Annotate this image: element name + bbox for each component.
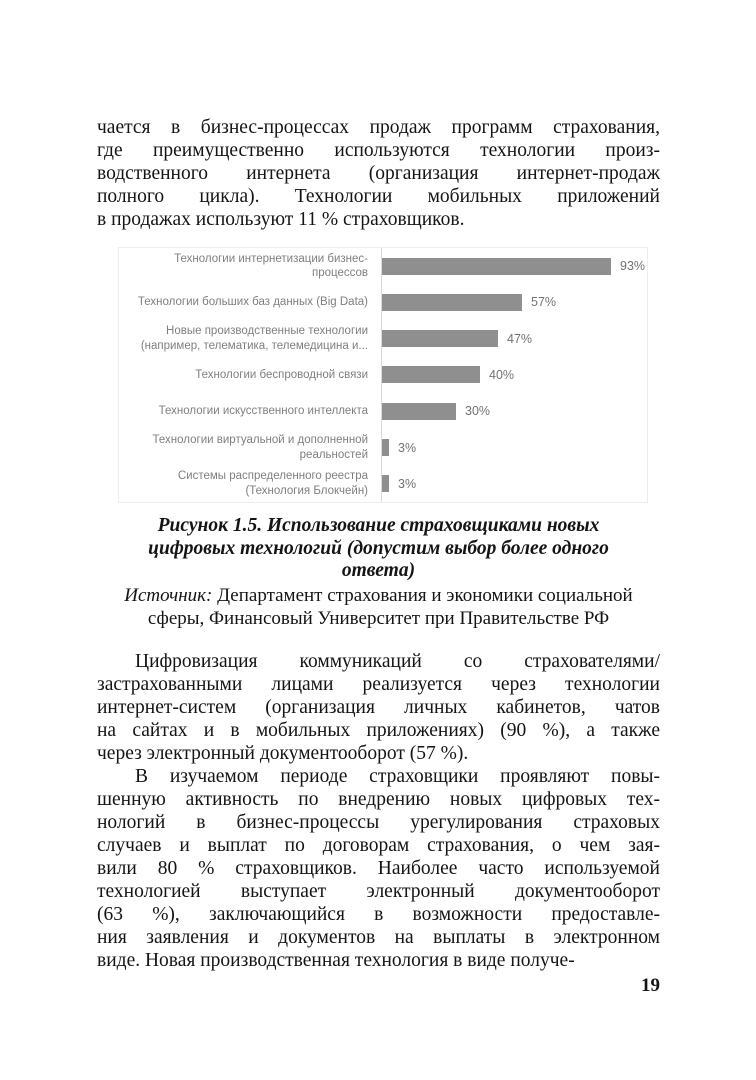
text-line: случаев и выплат по договорам страховани… bbox=[97, 834, 660, 856]
text-line: Цифровизация коммуникаций со страховател… bbox=[135, 650, 660, 672]
chart-category-label: Технологии беспроводной связи bbox=[119, 357, 381, 393]
chart-row: Технологии искусственного интеллекта 30% bbox=[119, 393, 647, 430]
chart-category-label: Новые производственные технологии (наприм… bbox=[119, 321, 381, 357]
chart-row: Новые производственные технологии (наприм… bbox=[119, 320, 647, 357]
chart-category-line: (Технология Блокчейн) bbox=[245, 484, 368, 497]
chart-bar bbox=[382, 293, 522, 311]
chart-value-label: 3% bbox=[398, 440, 417, 455]
page-number: 19 bbox=[641, 974, 660, 996]
text-line: через электронный документооборот (57 %)… bbox=[97, 742, 469, 764]
chart-value-label: 47% bbox=[507, 331, 533, 346]
chart-bar bbox=[382, 439, 389, 457]
chart-plot-area: 40% bbox=[381, 356, 647, 394]
chart-value-label: 3% bbox=[398, 476, 417, 491]
text-line: нологий в бизнес-процессы урегулирования… bbox=[97, 811, 660, 833]
chart-row: Технологии беспроводной связи 40% bbox=[119, 356, 647, 394]
text-line: В изучаемом периоде страховщики проявляю… bbox=[135, 765, 660, 787]
text-line: где преимущественно используются техноло… bbox=[97, 140, 660, 161]
chart-category-label: Технологии искусственного интеллекта bbox=[119, 393, 381, 429]
chart-category-label: Технологии больших баз данных (Big Data) bbox=[119, 284, 381, 320]
text-line: в продажах используют 11 % страховщиков. bbox=[97, 209, 465, 230]
text-line: интернет-систем (организация личных каби… bbox=[97, 696, 660, 718]
figure-caption: Рисунок 1.5. Использование страховщиками… bbox=[97, 515, 660, 583]
chart-plot-area: 93% bbox=[381, 248, 647, 285]
chart-row: Системы распределенного реестра (Технолог… bbox=[119, 465, 647, 502]
figure-source: Источник: Департамент страхования и экон… bbox=[97, 584, 660, 630]
text-line: ния заявления и документов на выплаты в … bbox=[97, 926, 660, 948]
bar-chart: Технологии интернетизации бизнес-процесс… bbox=[118, 247, 648, 503]
chart-value-label: 57% bbox=[531, 295, 557, 310]
chart-row: Технологии интернетизации бизнес-процесс… bbox=[119, 248, 647, 285]
chart-bar bbox=[382, 475, 389, 493]
chart-value-label: 93% bbox=[620, 259, 646, 274]
text-line: (63 %), заключающийся в возможности пред… bbox=[97, 903, 660, 925]
text-line: застрахованными лицами реализуется через… bbox=[97, 673, 660, 695]
chart-plot-area: 3% bbox=[381, 465, 647, 502]
text-line: ответа) bbox=[341, 560, 416, 581]
paragraph-period: В изучаемом периоде страховщики проявляю… bbox=[97, 765, 660, 972]
text-line: полного цикла). Технологии мобильных при… bbox=[97, 186, 660, 207]
chart-category-line: Технологии беспроводной связи bbox=[195, 368, 368, 381]
chart-plot-area: 3% bbox=[381, 429, 647, 466]
chart-category-label: Технологии интернетизации бизнес-процесс… bbox=[119, 248, 381, 284]
source-line-2: сферы, Финансовый Университет при Правит… bbox=[147, 607, 610, 629]
chart-value-label: 30% bbox=[465, 404, 491, 419]
text-line: технологией выступает электронный докуме… bbox=[97, 880, 660, 902]
text-line: цифровых технологий (допустим выбор боле… bbox=[148, 537, 609, 559]
source-label: Источник: bbox=[124, 584, 213, 606]
chart-category-line: (например, телематика, телемедицина и... bbox=[140, 339, 368, 352]
chart-bar bbox=[382, 366, 480, 384]
chart-bar bbox=[382, 257, 611, 275]
chart-category-line: Системы распределенного реестра bbox=[177, 470, 368, 483]
chart-category-label: Системы распределенного реестра (Технолог… bbox=[119, 466, 381, 502]
chart-category-line: Технологии интернетизации бизнес-процесс… bbox=[174, 252, 368, 280]
chart-plot-area: 47% bbox=[381, 320, 647, 357]
chart-plot-area: 30% bbox=[381, 393, 647, 430]
chart-category-label: Технологии виртуальной и дополненной реал… bbox=[119, 429, 381, 465]
chart-category-line: реальностей bbox=[299, 448, 368, 461]
paragraph-top: чается в бизнес-процессах продаж програм… bbox=[97, 116, 660, 231]
chart-plot-area: 57% bbox=[381, 284, 647, 321]
text-line: водственного интернета (организация инте… bbox=[97, 163, 660, 184]
chart-category-line: Технологии больших баз данных (Big Data) bbox=[137, 296, 368, 309]
chart-category-line: Новые производственные технологии bbox=[166, 325, 368, 338]
chart-row: Технологии виртуальной и дополненной реал… bbox=[119, 429, 647, 466]
source-text: Департамент страхования и экономики соци… bbox=[212, 584, 633, 606]
chart-category-line: Технологии искусственного интеллекта bbox=[158, 405, 368, 418]
text-line: на сайтах и в мобильных приложениях) (90… bbox=[97, 719, 660, 741]
chart-value-label: 40% bbox=[489, 367, 515, 382]
source-line-1: Источник: Департамент страхования и экон… bbox=[97, 584, 660, 607]
text-line: чается в бизнес-процессах продаж програм… bbox=[97, 117, 660, 138]
text-line: виде. Новая производственная технология … bbox=[97, 949, 575, 971]
chart-row: Технологии больших баз данных (Big Data)… bbox=[119, 284, 647, 321]
paragraph-digitalization: Цифровизация коммуникаций со страховател… bbox=[97, 650, 660, 765]
chart-category-line: Технологии виртуальной и дополненной bbox=[152, 434, 368, 447]
text-block: чается в бизнес-процессах продаж програм… bbox=[97, 0, 660, 997]
text-line: Рисунок 1.5. Использование страховщиками… bbox=[157, 515, 600, 536]
text-line: вили 80 % страховщиков. Наиболее часто и… bbox=[97, 857, 660, 879]
chart-bar bbox=[382, 402, 456, 420]
text-line: шенную активность по внедрению новых циф… bbox=[97, 788, 660, 810]
chart-bar bbox=[382, 330, 498, 348]
